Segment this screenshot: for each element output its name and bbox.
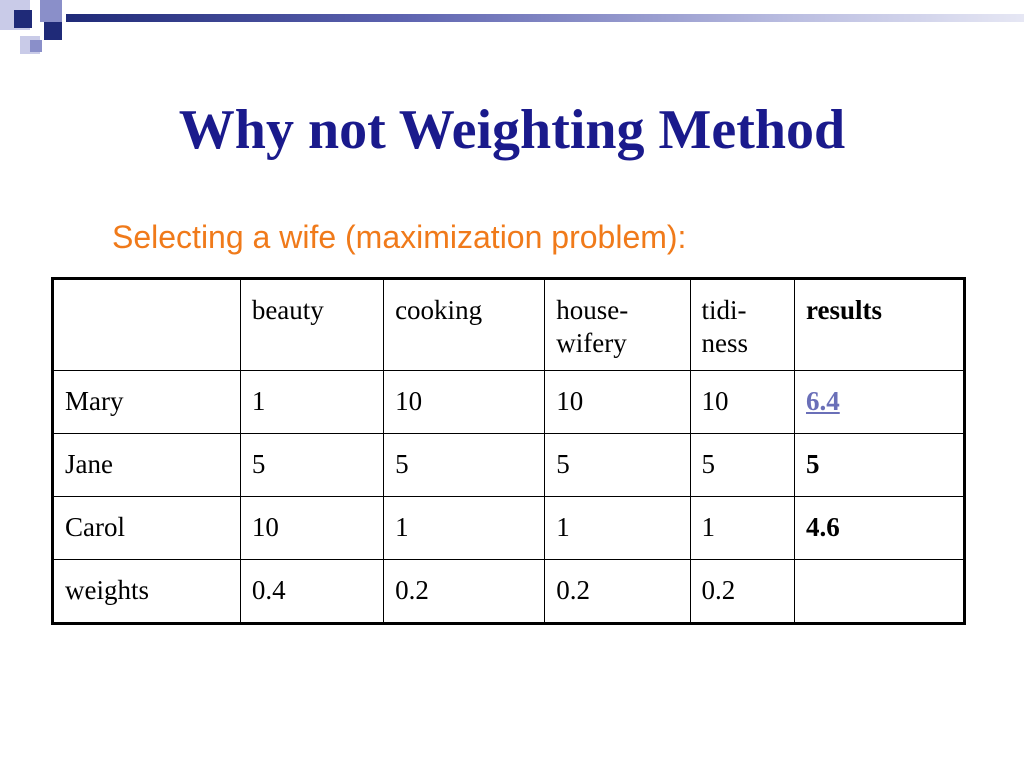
cell-value: 10 — [689, 370, 796, 434]
result-cell: 4.6 — [794, 496, 965, 560]
corner-square-dark — [14, 10, 32, 28]
cell-value: 10 — [239, 496, 385, 560]
row-label: Mary — [52, 370, 241, 434]
result-link[interactable]: 6.4 — [806, 386, 840, 416]
table-header-row: beauty cooking house- wifery tidi- ness … — [52, 278, 965, 371]
row-label: weights — [52, 559, 241, 624]
result-cell: 6.4 — [794, 370, 965, 434]
cell-value: 5 — [689, 433, 796, 497]
cell-value: 5 — [383, 433, 546, 497]
corner-square-dark-2 — [44, 22, 62, 40]
result-cell — [794, 559, 965, 624]
header-cell-cooking: cooking — [383, 278, 546, 371]
cell-value: 1 — [239, 370, 385, 434]
header-cell-housewifery: house- wifery — [544, 278, 691, 371]
cell-value: 1 — [383, 496, 546, 560]
cell-value: 5 — [544, 433, 691, 497]
table-row: weights 0.4 0.2 0.2 0.2 — [52, 559, 965, 624]
corner-square-mid-2 — [30, 40, 42, 52]
row-label: Jane — [52, 433, 241, 497]
header-cell-empty — [52, 278, 241, 371]
header-cell-tidiness: tidi- ness — [689, 278, 796, 371]
weights-table: beauty cooking house- wifery tidi- ness … — [51, 277, 966, 625]
cell-value: 0.4 — [239, 559, 385, 624]
result-cell: 5 — [794, 433, 965, 497]
table-row: Jane 5 5 5 5 5 — [52, 433, 965, 497]
slide-title: Why not Weighting Method — [178, 99, 846, 161]
cell-value: 10 — [383, 370, 546, 434]
cell-value: 1 — [689, 496, 796, 560]
cell-value: 0.2 — [544, 559, 691, 624]
cell-value: 0.2 — [689, 559, 796, 624]
cell-value: 5 — [239, 433, 385, 497]
header-cell-results: results — [794, 278, 965, 371]
row-label: Carol — [52, 496, 241, 560]
header-cell-beauty: beauty — [239, 278, 385, 371]
table-row: Mary 1 10 10 10 6.4 — [52, 370, 965, 434]
cell-value: 1 — [544, 496, 691, 560]
cell-value: 10 — [544, 370, 691, 434]
slide-subtitle: Selecting a wife (maximization problem): — [112, 219, 687, 255]
header-band — [66, 14, 1024, 22]
cell-value: 0.2 — [383, 559, 546, 624]
table-row: Carol 10 1 1 1 4.6 — [52, 496, 965, 560]
corner-square-mid — [40, 0, 62, 22]
